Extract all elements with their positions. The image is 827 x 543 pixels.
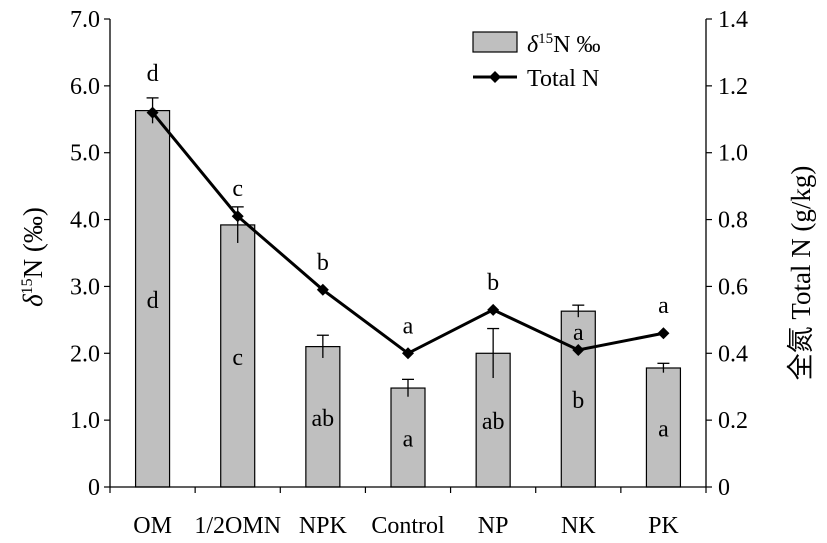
line-sig-label-5: a [573,320,584,346]
legend-label-line: Total N [527,66,599,92]
line-sig-label-0: d [147,61,159,87]
bar-sig-label-2: ab [312,406,335,432]
total-n-point-6 [657,327,670,340]
bar-sig-label-5: b [572,388,584,414]
bar-sig-label-6: a [658,416,669,442]
legend-bars-suffix: N ‰ [553,32,600,58]
total-n-point-5 [572,343,585,356]
line-sig-label-2: b [317,250,329,276]
y-right-tick-label-0: 0 [718,475,730,501]
y-left-tick-label-0: 0 [88,475,100,501]
axes: OM 1/2OMN NPK Control NP NK PK 0 0 1.0 0.2 2.0 0.4 3.… [18,7,816,539]
y-left-title-suffix: N (‰) [18,207,48,278]
total-n-point-1 [231,210,244,223]
y-left-tick-label-2: 2.0 [70,341,100,367]
bar-5 [560,310,596,488]
total-n-point-2 [316,283,329,296]
x-tick-label-2: NPK [299,513,348,539]
x-tick-label-5: NK [561,513,596,539]
y-right-axis-title: 全氮 Total N (g/kg) [786,166,816,381]
total-n-point-3 [402,347,414,360]
x-tick-label-4: NP [478,513,509,539]
legend: δ15N ‰ Total N [472,31,601,92]
bar-sig-label-0: d [147,288,159,314]
y-right-tick-label-5: 1.0 [718,141,748,167]
total-n-point-0 [146,106,159,119]
x-tick-label-0: OM [133,513,172,539]
bar-1 [220,224,256,488]
y-left-title-sup: 15 [19,278,36,294]
bar-0 [134,109,171,488]
line-sig-label-6: a [658,293,669,319]
legend-label-bars: δ15N ‰ [527,31,601,58]
line-sig-label-1: c [232,176,243,202]
y-right-tick-label-6: 1.2 [718,74,748,100]
y-left-tick-label-6: 6.0 [70,74,100,100]
y-left-title-prefix: δ [18,294,48,307]
bar-sig-label-1: c [232,345,243,371]
y-right-tick-label-7: 1.4 [718,7,748,33]
y-left-tick-label-7: 7.0 [70,7,100,33]
line-series [146,106,670,360]
y-left-axis-title: δ15N (‰) [18,207,48,307]
x-tick-label-1: 1/2OMN [194,513,281,539]
legend-bars-prefix: δ [527,32,539,58]
bar-sig-label-3: a [403,427,414,453]
total-n-point-4 [487,303,500,316]
y-left-tick-label-3: 3.0 [70,274,100,300]
y-right-tick-label-4: 0.8 [718,208,748,234]
legend-bars-sup: 15 [538,31,553,47]
x-tick-label-6: PK [648,513,679,539]
line-sig-label-3: a [403,313,414,339]
legend-line-marker [489,71,501,83]
bar-sig-label-4: ab [482,409,505,435]
y-left-tick-label-1: 1.0 [70,408,100,434]
line-sig-label-4: b [487,270,499,296]
x-tick-label-3: Control [371,513,445,539]
y-right-tick-label-1: 0.2 [718,408,748,434]
y-left-tick-label-4: 4.0 [70,208,100,234]
legend-bar-swatch [472,31,518,53]
y-right-tick-label-3: 0.6 [718,274,748,300]
y-right-tick-label-2: 0.4 [718,341,748,367]
bar-3 [390,387,426,488]
y-left-tick-label-5: 5.0 [70,141,100,167]
